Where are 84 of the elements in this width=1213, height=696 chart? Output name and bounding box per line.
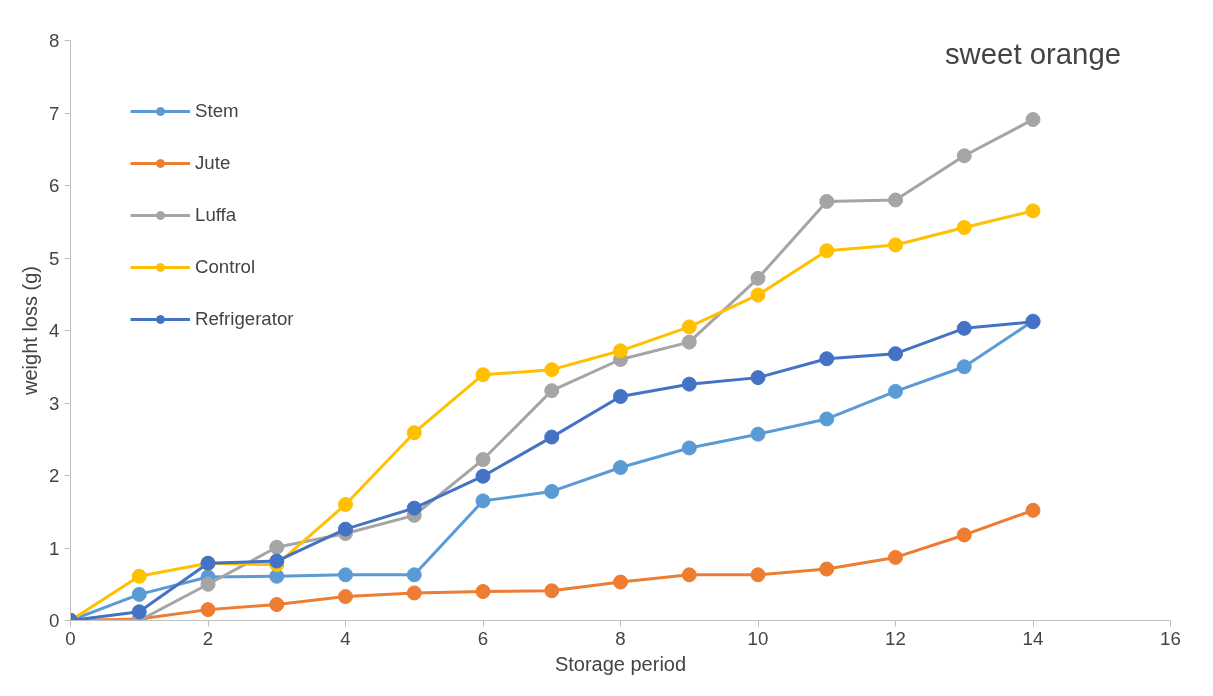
point bbox=[544, 429, 560, 445]
point bbox=[888, 346, 903, 362]
point bbox=[956, 148, 972, 164]
x-axis-title: Storage period bbox=[554, 652, 687, 675]
point bbox=[475, 493, 491, 509]
point bbox=[956, 527, 972, 543]
x-tick-label: 12 bbox=[885, 627, 906, 649]
point bbox=[475, 367, 491, 383]
point bbox=[819, 193, 835, 209]
legend-label: Control bbox=[195, 256, 256, 278]
point bbox=[406, 567, 422, 583]
x-tick-label: 10 bbox=[747, 627, 769, 649]
point bbox=[338, 567, 353, 583]
point bbox=[888, 383, 903, 399]
point bbox=[338, 589, 353, 605]
point bbox=[750, 426, 766, 442]
point bbox=[475, 468, 491, 484]
point bbox=[475, 452, 491, 468]
point bbox=[888, 237, 903, 253]
point bbox=[406, 425, 422, 441]
legend-label: Stem bbox=[195, 100, 239, 122]
point bbox=[681, 567, 697, 583]
legend-label: Luffa bbox=[195, 204, 237, 226]
x-tick-label: 0 bbox=[65, 627, 76, 649]
y-axis-title: weight loss (g) bbox=[19, 266, 42, 396]
y-tick-label: 5 bbox=[49, 247, 60, 269]
y-tick-label: 8 bbox=[49, 30, 60, 51]
y-tick-label: 6 bbox=[49, 175, 60, 196]
point bbox=[613, 388, 628, 404]
point bbox=[956, 359, 972, 375]
chart-title: sweet orange bbox=[944, 36, 1122, 70]
point bbox=[681, 376, 697, 392]
point bbox=[956, 320, 972, 336]
y-tick-label: 1 bbox=[49, 537, 60, 559]
point bbox=[613, 343, 628, 359]
point bbox=[475, 584, 491, 599]
point bbox=[544, 383, 560, 399]
y-tick-label: 2 bbox=[49, 465, 60, 486]
legend-label: Refrigerator bbox=[195, 308, 294, 330]
point bbox=[131, 568, 147, 584]
point bbox=[1025, 112, 1041, 128]
x-tick-label: 8 bbox=[615, 627, 626, 649]
point bbox=[750, 270, 766, 286]
point bbox=[200, 576, 216, 592]
point bbox=[1025, 203, 1041, 219]
point bbox=[613, 574, 628, 590]
point bbox=[888, 549, 903, 565]
point bbox=[269, 597, 285, 613]
point bbox=[819, 411, 835, 427]
x-tick-label: 6 bbox=[477, 627, 489, 649]
y-tick-label: 0 bbox=[49, 610, 60, 631]
point bbox=[750, 287, 766, 303]
point bbox=[269, 539, 285, 555]
point bbox=[338, 497, 353, 512]
point bbox=[819, 561, 835, 577]
point bbox=[544, 483, 560, 499]
point bbox=[131, 604, 147, 620]
x-tick-label: 16 bbox=[1160, 627, 1181, 649]
point bbox=[888, 192, 903, 208]
point bbox=[269, 553, 285, 569]
point bbox=[681, 440, 697, 456]
legend-label: Jute bbox=[195, 152, 231, 174]
point bbox=[681, 319, 697, 335]
point bbox=[819, 351, 835, 367]
y-tick-label: 7 bbox=[49, 102, 60, 124]
point bbox=[750, 567, 766, 583]
x-tick-label: 4 bbox=[340, 627, 351, 649]
point bbox=[406, 500, 422, 516]
x-tick-label: 2 bbox=[202, 627, 214, 649]
point bbox=[819, 243, 835, 259]
point bbox=[131, 586, 147, 602]
point bbox=[681, 334, 697, 350]
y-tick-label: 4 bbox=[49, 320, 60, 341]
point bbox=[200, 602, 216, 618]
point bbox=[544, 583, 560, 599]
point bbox=[338, 521, 353, 537]
point bbox=[956, 220, 972, 236]
point bbox=[1025, 502, 1041, 518]
x-tick-label: 14 bbox=[1022, 627, 1044, 649]
point bbox=[406, 585, 422, 601]
point bbox=[750, 370, 766, 386]
point bbox=[544, 362, 560, 378]
point bbox=[613, 460, 628, 476]
y-tick-label: 3 bbox=[49, 392, 60, 414]
